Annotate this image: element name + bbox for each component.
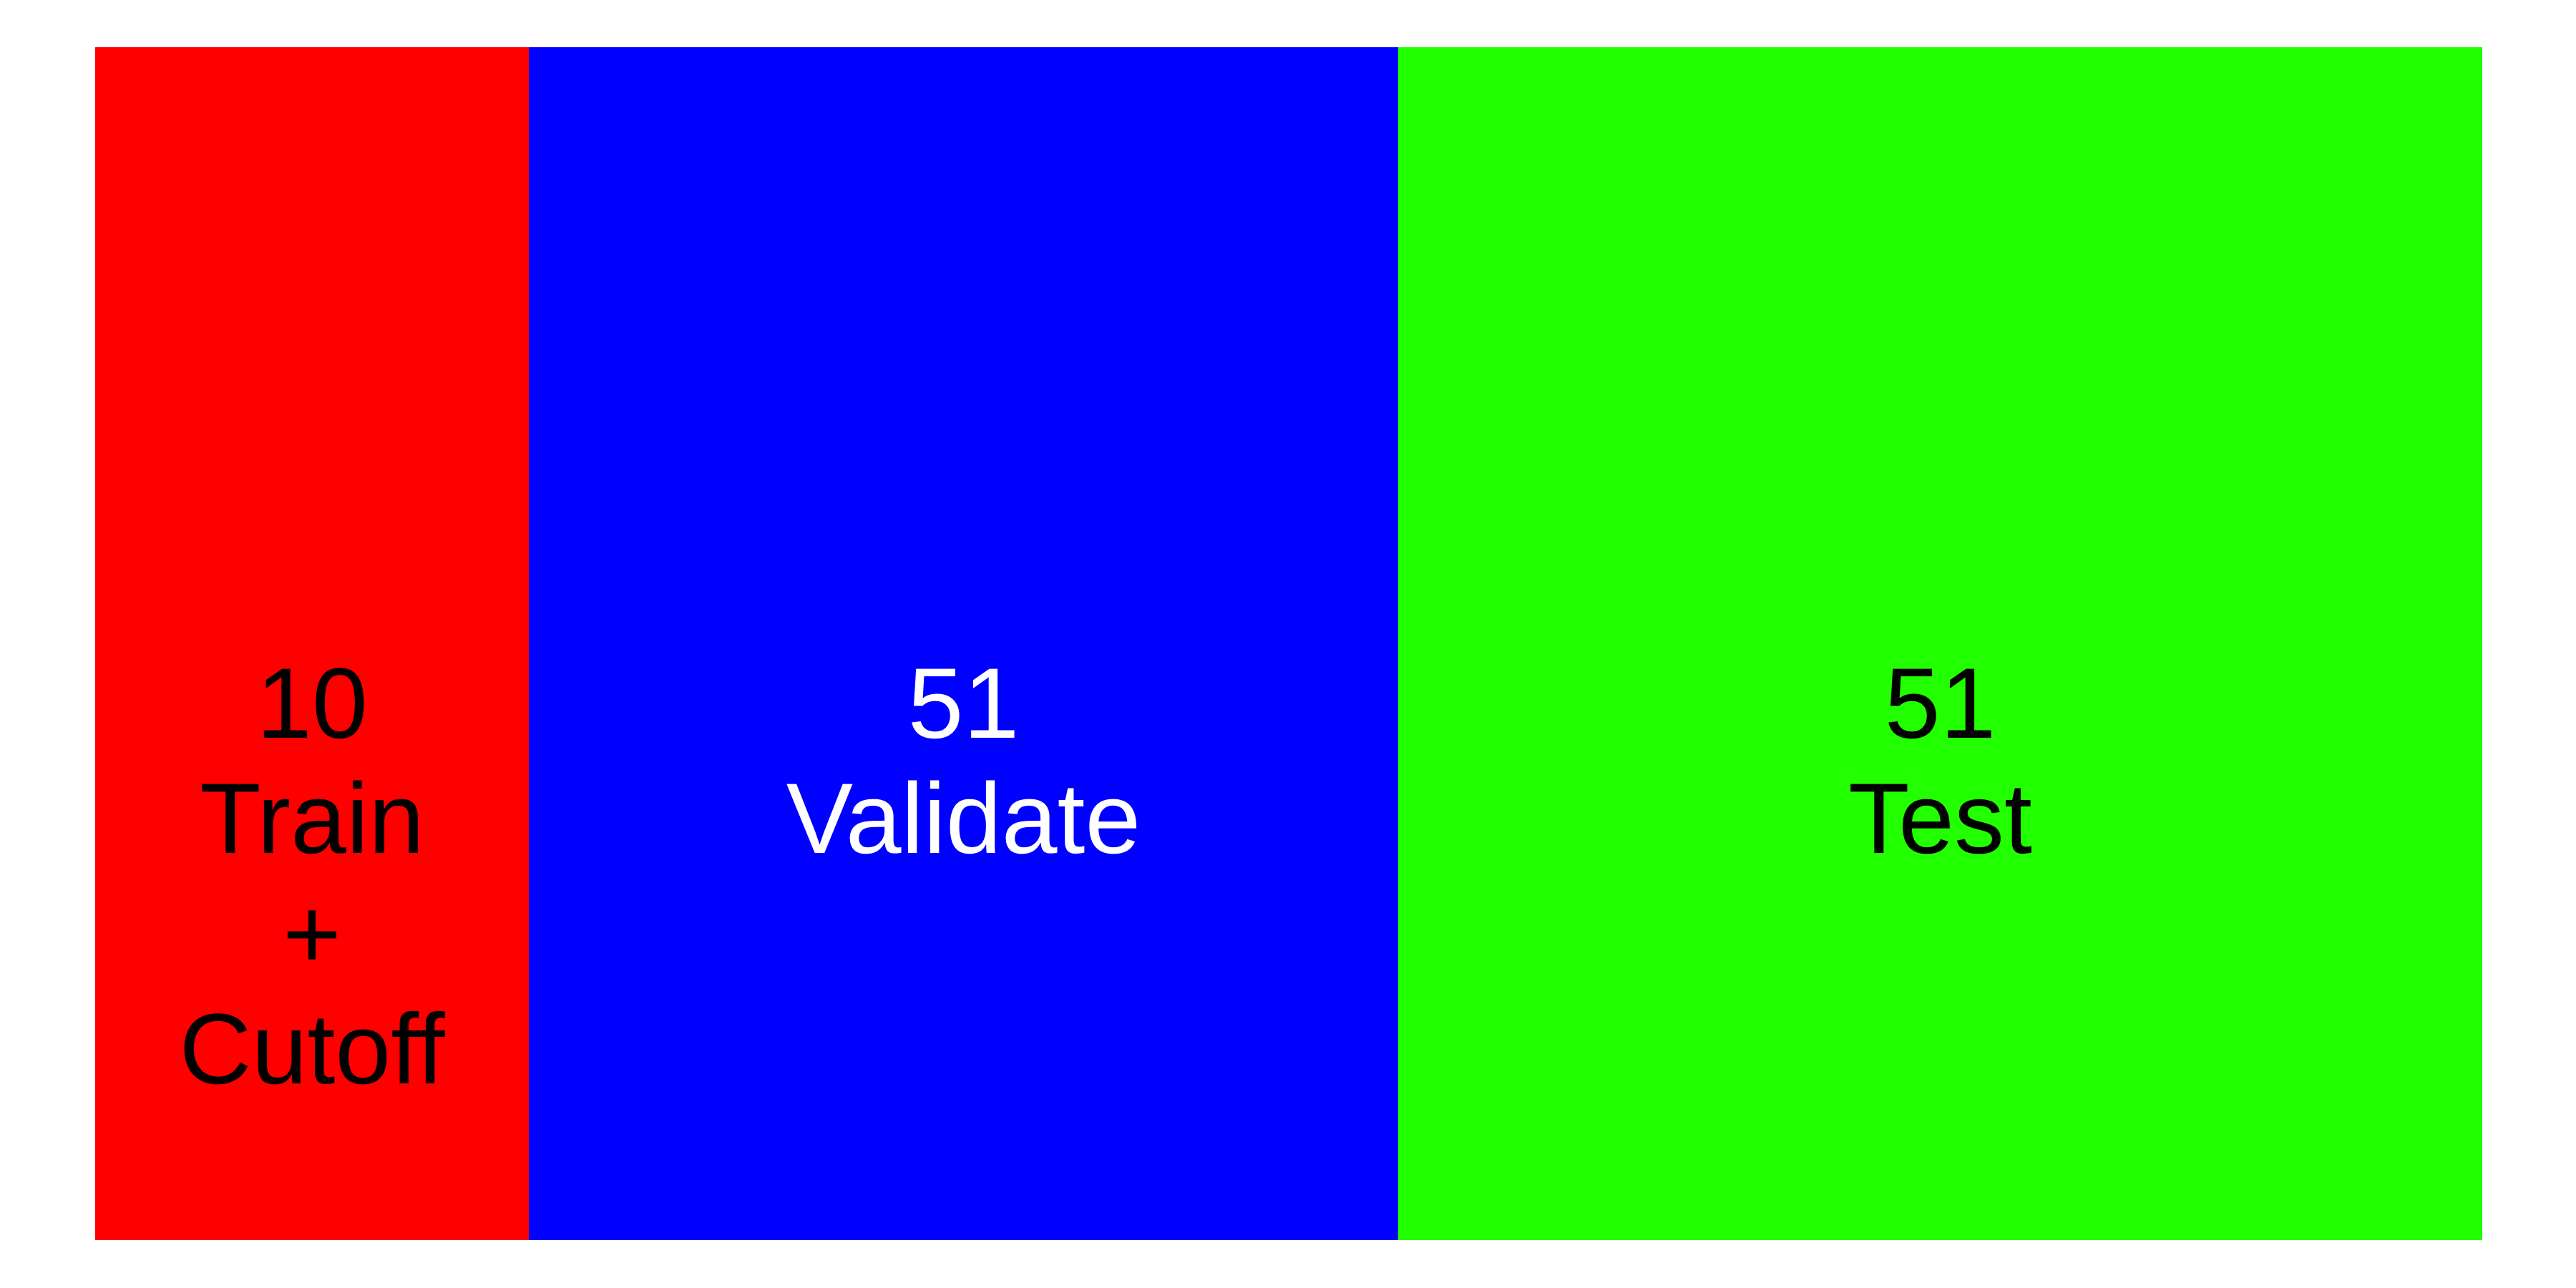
segment-train-label-line2: + (283, 877, 341, 990)
segment-train-label-line3: Cutoff (179, 992, 445, 1105)
segment-test-count: 51 (1884, 647, 1996, 759)
segment-validate: 51 Validate (529, 47, 1398, 1240)
segment-train-label-line1: Train (200, 762, 424, 874)
segment-validate-count: 51 (907, 647, 1020, 759)
split-diagram: 10 Train + Cutoff 51 Validate 51 Test (95, 47, 2482, 1240)
segment-train: 10 Train + Cutoff (95, 47, 529, 1240)
segment-validate-label: Validate (786, 762, 1141, 874)
segment-train-count: 10 (256, 647, 368, 759)
segment-test: 51 Test (1398, 47, 2482, 1240)
segment-test-label: Test (1848, 762, 2032, 874)
